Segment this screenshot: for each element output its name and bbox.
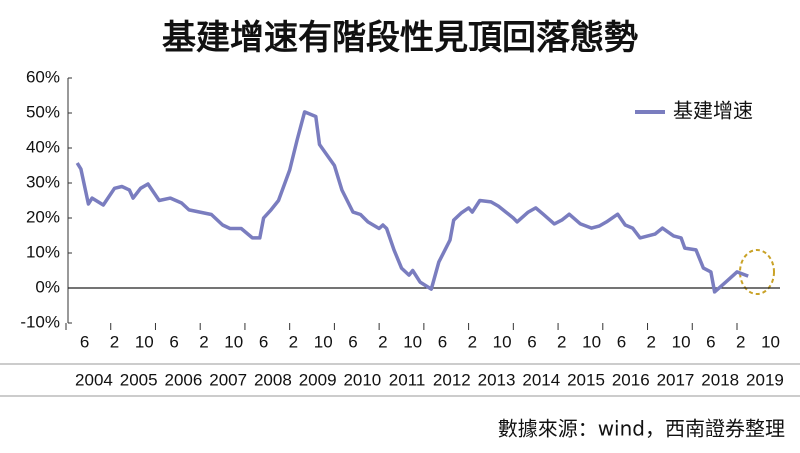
x-tick-label: 2 (468, 332, 477, 351)
x-tick-label: 2 (378, 332, 387, 351)
x-tick-label: 6 (527, 332, 536, 351)
x-tick-label: 10 (582, 332, 601, 351)
year-label: 2013 (478, 370, 516, 389)
year-label: 2012 (433, 370, 471, 389)
year-label: 2008 (254, 370, 292, 389)
y-tick-label: 30% (26, 172, 60, 191)
x-tick-label: 10 (761, 332, 780, 351)
year-label: 2007 (209, 370, 247, 389)
x-tick-label: 6 (169, 332, 178, 351)
year-label: 2006 (165, 370, 203, 389)
year-label: 2005 (120, 370, 158, 389)
x-tick-label: 2 (647, 332, 656, 351)
y-tick-label: 10% (26, 242, 60, 261)
x-tick-label: 10 (493, 332, 512, 351)
data-line (75, 110, 749, 294)
year-label: 2010 (343, 370, 381, 389)
x-tick-label: 2 (199, 332, 208, 351)
year-label: 2004 (75, 370, 113, 389)
highlight-circle (739, 249, 775, 295)
year-label: 2017 (657, 370, 695, 389)
year-label: 2016 (612, 370, 650, 389)
x-tick-label: 10 (403, 332, 422, 351)
year-label: 2018 (701, 370, 739, 389)
x-tick-label: 6 (259, 332, 268, 351)
x-tick-label: 10 (314, 332, 333, 351)
x-tick-label: 10 (672, 332, 691, 351)
y-tick-label: 0% (35, 277, 60, 296)
year-label: 2019 (746, 370, 784, 389)
x-tick-label: 2 (736, 332, 745, 351)
x-tick-label: 2 (110, 332, 119, 351)
source-note: 數據來源：wind，西南證券整理 (498, 417, 785, 441)
legend-label: 基建增速 (673, 99, 753, 123)
y-tick-label: -10% (20, 312, 60, 331)
x-tick-label: 6 (617, 332, 626, 351)
year-label: 2015 (567, 370, 605, 389)
year-label: 2009 (299, 370, 337, 389)
x-tick-label: 2 (557, 332, 566, 351)
x-tick-label: 6 (438, 332, 447, 351)
chart-title: 基建增速有階段性見頂回落態勢 (162, 18, 638, 58)
y-tick-label: 40% (26, 137, 60, 156)
year-label: 2014 (522, 370, 560, 389)
x-tick-label: 6 (348, 332, 357, 351)
x-tick-label: 10 (135, 332, 154, 351)
x-tick-label: 6 (80, 332, 89, 351)
year-label: 2011 (389, 370, 426, 389)
x-tick-label: 6 (706, 332, 715, 351)
y-tick-label: 20% (26, 207, 60, 226)
x-tick-label: 2 (289, 332, 298, 351)
y-tick-label: 50% (26, 102, 60, 121)
y-tick-label: 60% (26, 67, 60, 86)
x-tick-label: 10 (224, 332, 243, 351)
